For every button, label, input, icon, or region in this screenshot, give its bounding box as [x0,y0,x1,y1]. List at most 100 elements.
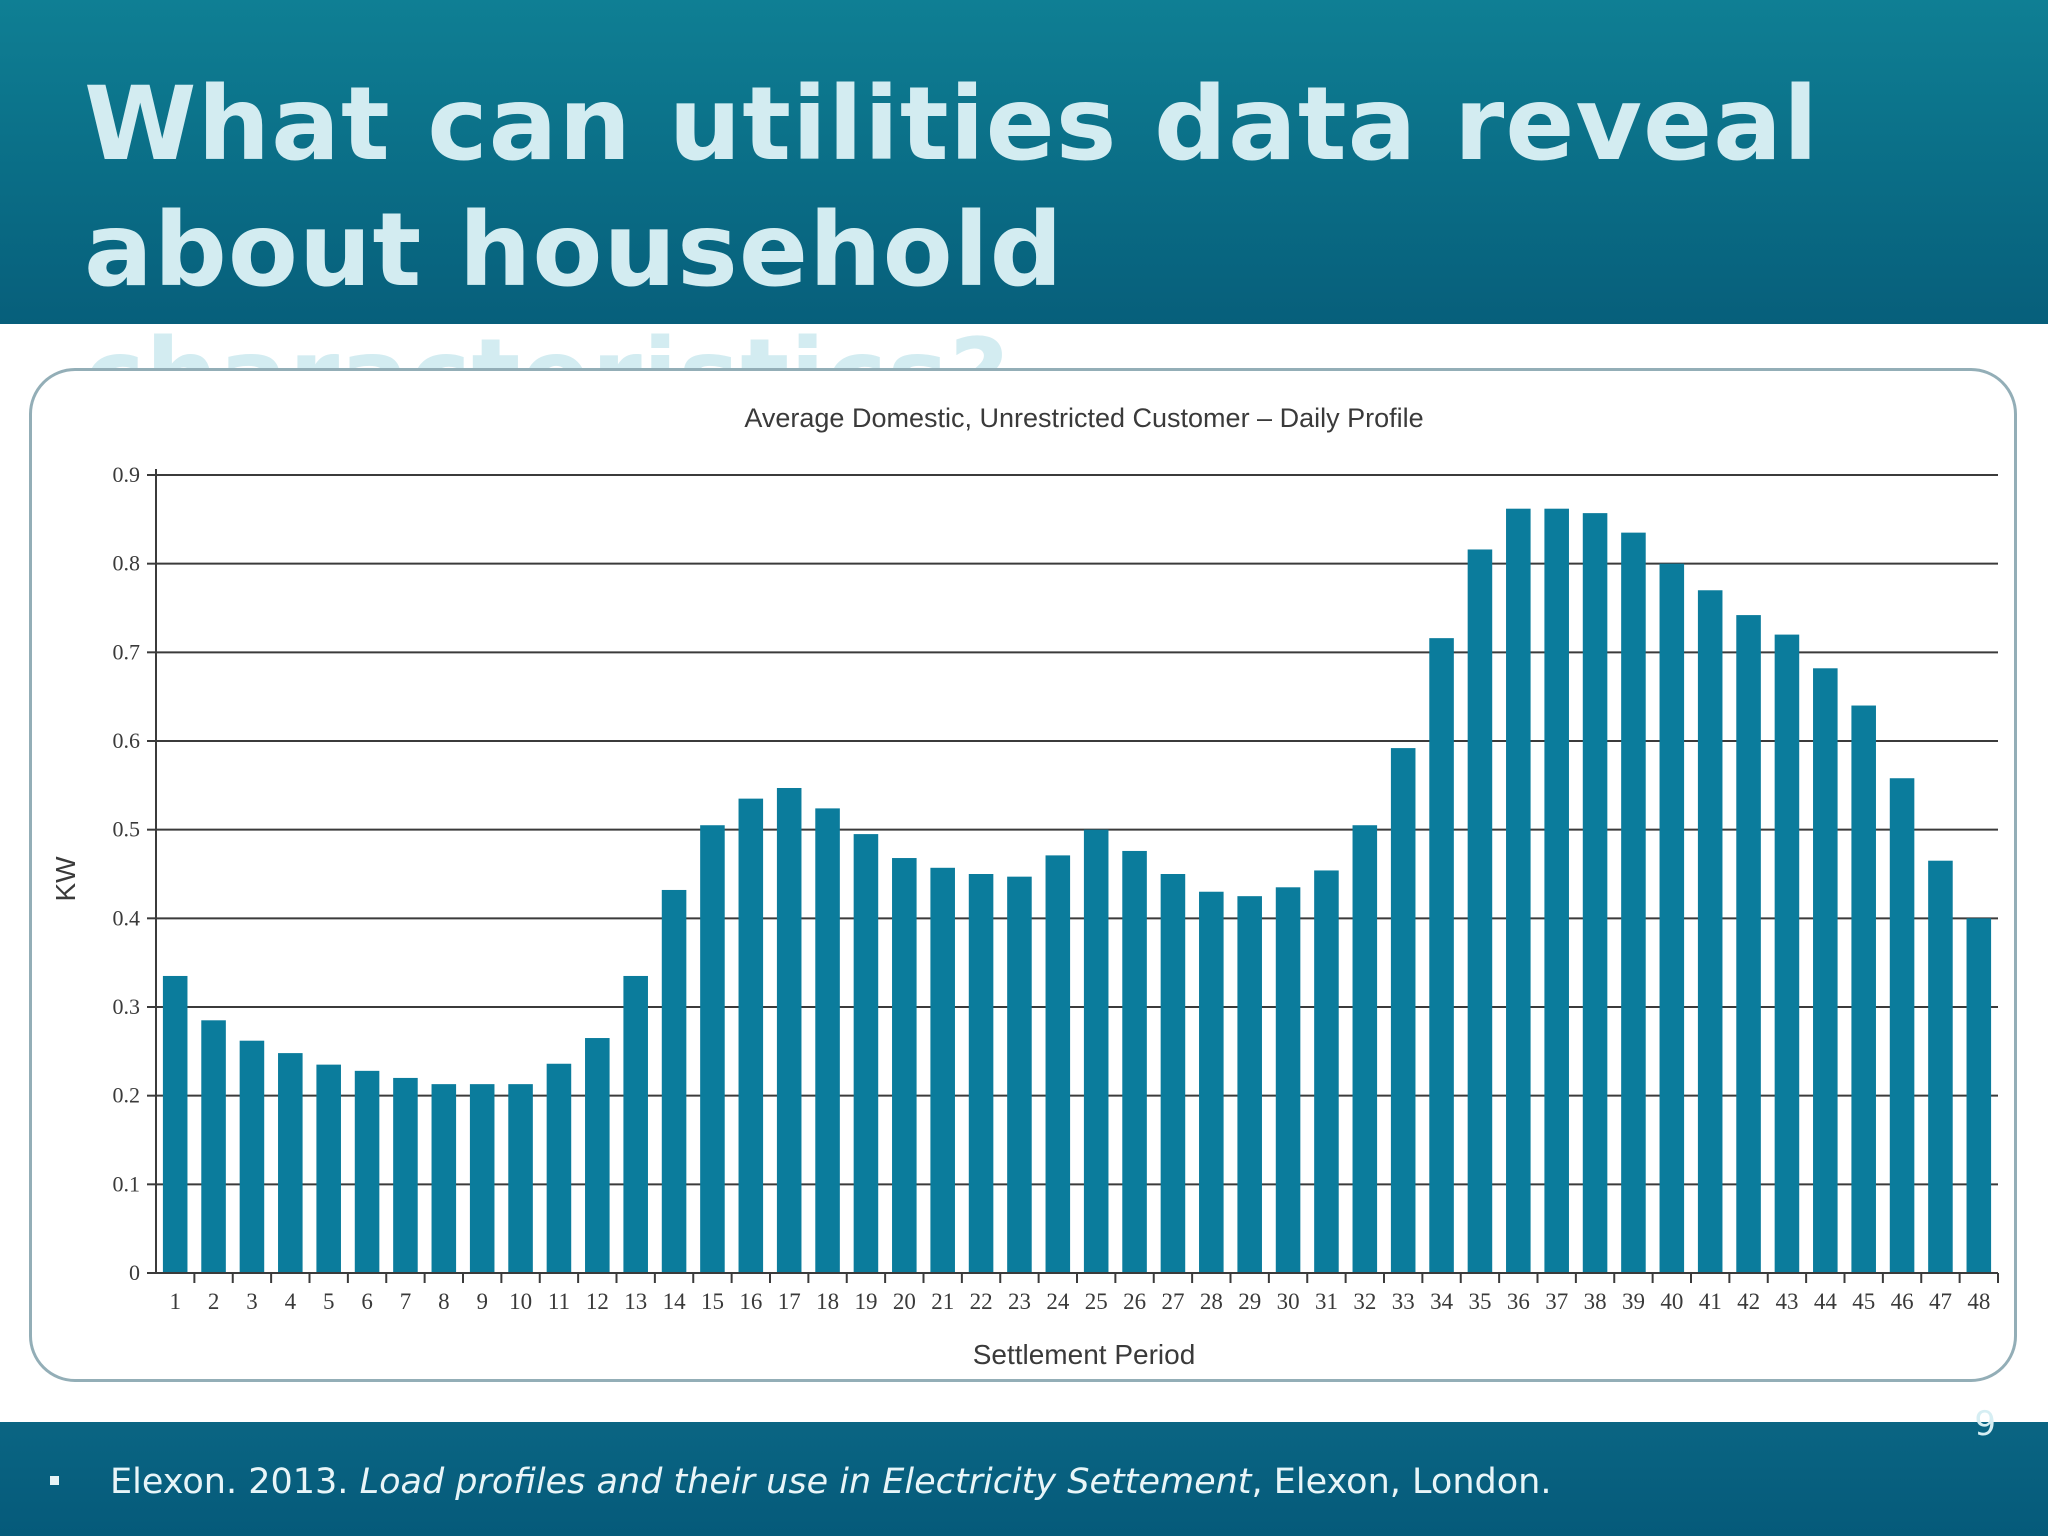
y-tick-label: 0.7 [113,639,141,664]
x-tick-label: 27 [1161,1289,1184,1314]
x-tick-label: 14 [663,1289,687,1314]
bar [546,1063,572,1273]
x-tick-label: 23 [1008,1289,1031,1314]
x-tick-label: 37 [1545,1289,1568,1314]
bar [1199,891,1224,1273]
bars [162,508,1992,1273]
x-tick-label: 24 [1046,1289,1070,1314]
x-tick-label: 21 [931,1289,954,1314]
x-tick-label: 3 [246,1289,258,1314]
y-tick-label: 0.5 [113,817,141,842]
bar [1122,850,1147,1273]
y-tick-label: 0.9 [113,462,141,487]
x-tick-label: 30 [1277,1289,1300,1314]
x-tick-label: 46 [1891,1289,1914,1314]
x-tick-label: 31 [1315,1289,1338,1314]
chart-frame: Average Domestic, Unrestricted Customer … [29,368,2017,1382]
footer-band [0,1422,2048,1536]
x-tick-label: 38 [1584,1289,1607,1314]
bar [1889,778,1915,1273]
x-tick-label: 35 [1468,1289,1491,1314]
bar [892,858,917,1273]
y-tick-label: 0.6 [113,728,141,753]
citation: Elexon. 2013. Load profiles and their us… [110,1462,1551,1502]
bar [239,1040,265,1273]
bar [1851,705,1876,1273]
citation-work-title: Load profiles and their use in Electrici… [359,1462,1252,1502]
citation-author-year: Elexon. 2013. [110,1462,360,1502]
bar [1813,668,1838,1273]
y-tick-label: 0 [129,1260,140,1285]
bar [1506,508,1531,1273]
y-axis-label: KW [50,856,81,902]
bar [1429,638,1454,1273]
bar [1659,563,1685,1273]
bar [393,1077,418,1273]
bar [1928,860,1953,1273]
bar [853,834,879,1273]
x-tick-label: 18 [816,1289,839,1314]
x-tick-label: 40 [1660,1289,1683,1314]
bar [508,1084,533,1273]
x-tick-label: 4 [285,1289,297,1314]
header-band: What can utilities data reveal about hou… [0,0,2048,436]
bar [1390,748,1416,1273]
bar [1275,887,1301,1273]
grid-lines [156,474,1998,1186]
bar [815,808,840,1273]
bar [1582,513,1608,1273]
x-tick-label: 9 [476,1289,488,1314]
x-tick-label: 5 [323,1289,335,1314]
bar [1083,829,1109,1273]
x-tick-label: 44 [1814,1289,1838,1314]
x-tick-label: 29 [1238,1289,1261,1314]
x-tick-label: 48 [1967,1289,1990,1314]
x-tick-label: 32 [1353,1289,1376,1314]
bar [1314,870,1339,1273]
bar [968,874,994,1273]
bar [316,1064,341,1273]
bar [1621,532,1646,1273]
x-tick-label: 1 [169,1289,181,1314]
x-tick-label: 39 [1622,1289,1645,1314]
x-tick-label: 20 [893,1289,916,1314]
bar [930,867,955,1273]
x-tick-label: 12 [586,1289,609,1314]
y-tick-label: 0.2 [113,1083,141,1108]
x-tick-label: 16 [739,1289,762,1314]
square-bullet-icon [50,1476,59,1485]
bar [1007,876,1032,1273]
x-tick-label: 7 [400,1289,412,1314]
x-tick-label: 13 [624,1289,647,1314]
x-tick-label: 45 [1852,1289,1875,1314]
bar [1697,590,1723,1273]
x-tick-label: 33 [1392,1289,1415,1314]
x-tick-label: 43 [1775,1289,1798,1314]
x-tick-label: 36 [1507,1289,1530,1314]
x-tick-label: 42 [1737,1289,1760,1314]
x-tick-label: 15 [701,1289,724,1314]
y-tick-label: 0.4 [113,905,141,930]
bar [776,787,802,1273]
bar [1774,634,1800,1273]
bar [661,889,687,1273]
bar [201,1020,226,1273]
x-tick-label: 28 [1200,1289,1223,1314]
bar [1237,896,1262,1273]
bar [700,825,725,1273]
load-profile-bar-chart: Average Domestic, Unrestricted Customer … [50,403,1999,1370]
chart-title: Average Domestic, Unrestricted Customer … [744,403,1423,433]
bar [1045,855,1071,1273]
bar [354,1070,380,1273]
citation-publisher: , Elexon, London. [1251,1462,1552,1502]
bar [623,975,648,1273]
x-tick-label: 26 [1123,1289,1146,1314]
bar [1966,918,1992,1273]
bar [431,1084,457,1273]
x-tick-label: 11 [548,1289,570,1314]
x-tick-label: 2 [208,1289,220,1314]
y-tick-label: 0.8 [113,551,141,576]
bar [1467,549,1493,1273]
y-tick-label: 0.3 [113,994,141,1019]
bar [1736,615,1761,1273]
